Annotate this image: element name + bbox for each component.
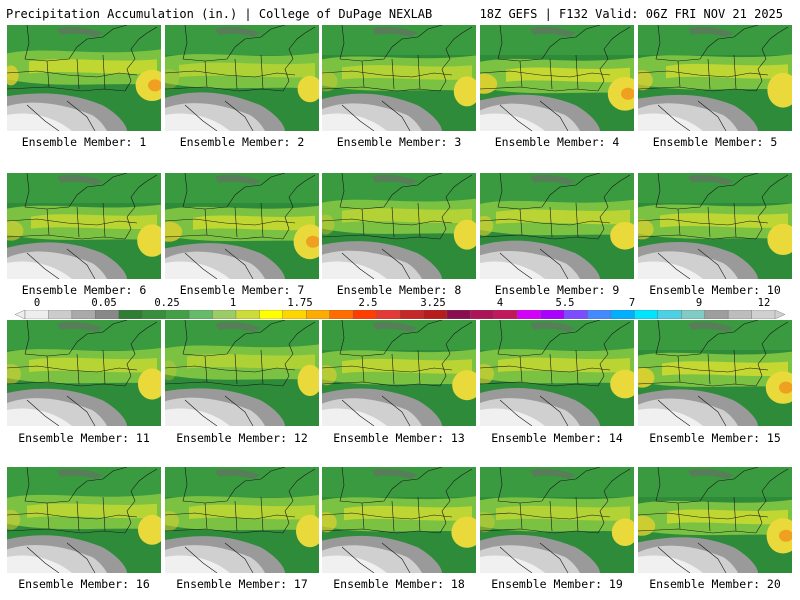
ensemble-member-map [480,320,634,426]
ensemble-member-label: Ensemble Member: 4 [494,135,620,149]
colorbar-swatch [751,310,776,319]
model-run-valid-time: 18Z GEFS | F132 Valid: 06Z FRI NOV 21 20… [479,7,783,21]
ensemble-member-map [165,25,319,131]
colorbar-swatch [188,310,213,319]
colorbar-tick-label: 0.25 [154,297,180,309]
colorbar-swatch [657,310,682,319]
ensemble-member-map [7,173,161,279]
colorbar-right-arrow [774,310,785,319]
colorbar-tick-label: 12 [757,297,771,309]
colorbar-tick-label: 4 [496,297,504,309]
colorbar-swatch [141,310,167,319]
colorbar-swatch [470,310,495,319]
ensemble-member-map [7,467,161,573]
ensemble-member-label: Ensemble Member: 11 [18,431,150,445]
ensemble-member-label: Ensemble Member: 12 [176,431,308,445]
ensemble-member-map [480,25,634,131]
colorbar-swatch [446,310,471,319]
colorbar-tick-label: 2.5 [358,297,378,309]
colorbar-swatch [235,310,260,319]
ensemble-member-label: Ensemble Member: 20 [649,577,781,591]
ensemble-member-map [322,467,476,573]
colorbar-tick-label: 0 [33,297,41,309]
colorbar-swatch [165,310,190,319]
ensemble-member-label: Ensemble Member: 5 [652,135,778,149]
colorbar-tick-label: 9 [695,297,703,309]
colorbar-swatch [71,310,96,319]
colorbar-tick-label: 1.75 [287,297,313,309]
ensemble-member-map [7,320,161,426]
colorbar-swatch [118,310,143,319]
colorbar-swatch [282,310,307,319]
ensemble-member-map [7,25,161,131]
ensemble-member-map [322,173,476,279]
ensemble-member-map [638,173,792,279]
ensemble-member-map [322,25,476,131]
colorbar-swatch [727,310,753,319]
colorbar-tick-label: 7 [628,297,636,309]
ensemble-member-label: Ensemble Member: 6 [21,283,147,297]
colorbar-swatch [259,310,284,319]
ensemble-member-label: Ensemble Member: 14 [491,431,623,445]
colorbar-swatch [329,310,354,319]
ensemble-member-map [480,467,634,573]
ensemble-member-map [638,320,792,426]
colorbar-swatch [24,310,49,319]
ensemble-member-map [322,320,476,426]
colorbar-swatch [95,310,120,319]
colorbar-swatch [212,310,237,319]
ensemble-member-map [165,467,319,573]
precip-colorbar [15,310,785,319]
ensemble-member-map [165,173,319,279]
ensemble-member-label: Ensemble Member: 8 [336,283,462,297]
ensemble-member-map [480,173,634,279]
colorbar-swatch [610,310,635,319]
ensemble-member-label: Ensemble Member: 16 [18,577,150,591]
colorbar-tick-label: 1 [229,297,237,309]
colorbar-swatch [681,310,706,319]
ensemble-member-label: Ensemble Member: 10 [649,283,781,297]
colorbar-swatch [587,310,612,319]
ensemble-member-label: Ensemble Member: 7 [179,283,305,297]
colorbar-swatch [48,310,73,319]
colorbar-tick-label: 3.25 [420,297,446,309]
ensemble-member-map [638,467,792,573]
ensemble-member-label: Ensemble Member: 9 [494,283,620,297]
ensemble-member-map [638,25,792,131]
colorbar-left-arrow [15,310,26,319]
ensemble-member-label: Ensemble Member: 2 [179,135,305,149]
colorbar-swatch [704,310,729,319]
ensemble-member-label: Ensemble Member: 1 [21,135,147,149]
colorbar-swatch [399,310,424,319]
ensemble-member-label: Ensemble Member: 19 [491,577,623,591]
colorbar-tick-label: 0.05 [91,297,117,309]
ensemble-member-map [165,320,319,426]
colorbar-swatch [423,310,448,319]
colorbar-swatch [634,310,659,319]
colorbar-tick-label: 5.5 [555,297,575,309]
ensemble-member-label: Ensemble Member: 17 [176,577,308,591]
colorbar-swatch [563,310,588,319]
colorbar-swatch [306,310,331,319]
map-title: Precipitation Accumulation (in.) | Colle… [6,7,433,21]
colorbar-swatch [516,310,542,319]
ensemble-member-label: Ensemble Member: 18 [333,577,465,591]
ensemble-member-label: Ensemble Member: 3 [336,135,462,149]
colorbar-swatch [493,310,518,319]
ensemble-member-label: Ensemble Member: 13 [333,431,465,445]
colorbar-swatch [376,310,401,319]
ensemble-member-label: Ensemble Member: 15 [649,431,781,445]
colorbar-swatch [352,310,378,319]
colorbar-swatch [540,310,565,319]
